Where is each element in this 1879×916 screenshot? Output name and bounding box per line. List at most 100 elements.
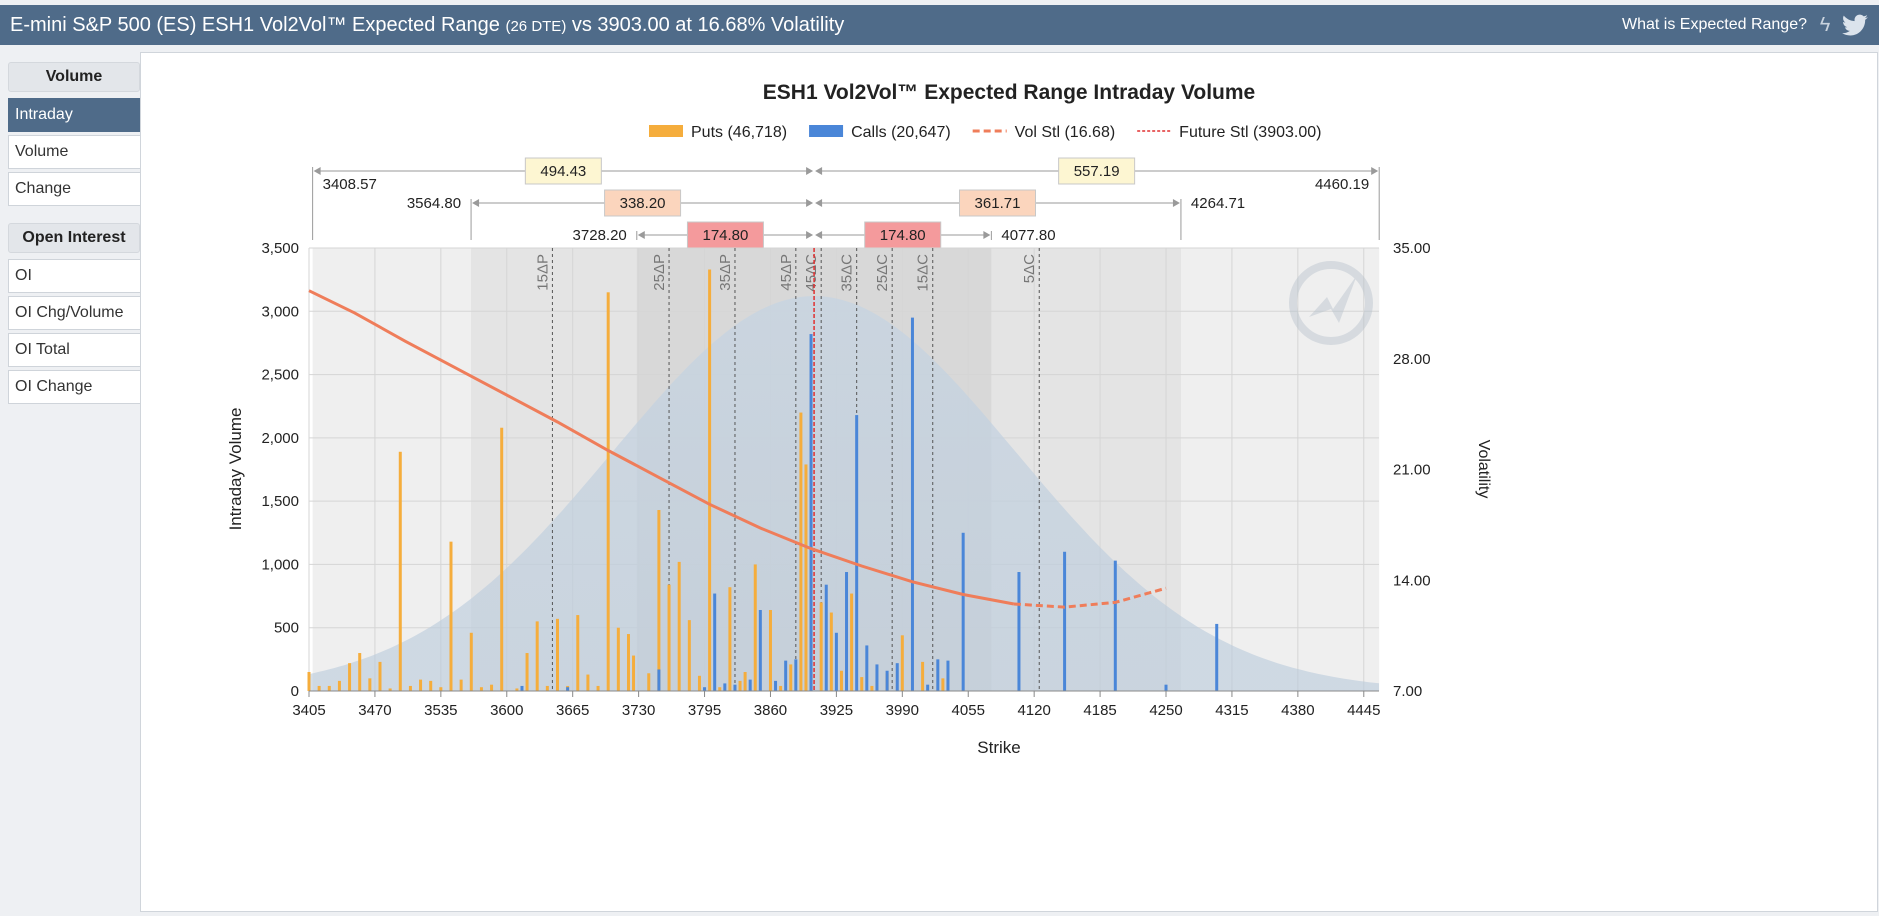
put-bar (921, 661, 925, 691)
call-bar (748, 679, 752, 691)
title-dte: (26 DTE) (505, 18, 567, 35)
expected-range-chart: ESH1 Vol2Vol™ Expected Range Intraday Vo… (226, 81, 1492, 757)
page-title: E-mini S&P 500 (ES) ESH1 Vol2Vol™ Expect… (10, 14, 844, 37)
delta-label: 15ΔP (534, 254, 551, 291)
x-tick-label: 3535 (424, 702, 457, 719)
call-bar (733, 684, 737, 691)
put-bar (718, 687, 722, 691)
watermark-bolt (1309, 275, 1357, 323)
range-lower-label: 3564.80 (407, 195, 461, 212)
call-bar (794, 659, 798, 691)
x-tick-label: 3665 (556, 702, 589, 719)
range-down-value: 494.43 (540, 163, 586, 180)
put-bar (515, 688, 519, 691)
probability-distribution-area (309, 296, 1379, 691)
range-down-value-box (524, 157, 602, 185)
put-bar (500, 427, 504, 691)
sidebar-item-change[interactable]: Change (8, 172, 140, 206)
arrowhead (806, 231, 814, 239)
put-bar (768, 609, 772, 691)
delta-label: 45ΔC (803, 254, 820, 292)
arrowhead (815, 199, 823, 207)
sidebar-item-intraday[interactable]: Intraday (8, 98, 140, 132)
sidebar-item-volume[interactable]: Volume (8, 135, 140, 169)
call-bar (875, 664, 879, 691)
call-bar (845, 572, 849, 691)
delta-label: 35ΔP (717, 254, 734, 291)
put-bar (799, 412, 803, 691)
sidebar: Volume Intraday Volume Change Open Inter… (8, 62, 140, 407)
chart-panel: ESH1 Vol2Vol™ Expected Range Intraday Vo… (140, 52, 1878, 912)
call-bar (657, 669, 661, 691)
put-bar (708, 269, 712, 691)
delta-label: 35ΔC (839, 254, 856, 292)
y-tick-label: 0 (291, 683, 299, 700)
call-bar (865, 645, 869, 691)
put-bar (439, 687, 443, 691)
range-lower-label: 3408.57 (323, 176, 377, 193)
x-tick-label: 3795 (688, 702, 721, 719)
put-bar (398, 451, 402, 691)
arrowhead (637, 231, 645, 239)
put-bar (753, 564, 757, 691)
twitter-icon[interactable] (1841, 14, 1869, 38)
put-bar (358, 653, 362, 691)
put-bar (535, 621, 539, 691)
put-bar (586, 674, 590, 691)
put-bar (525, 653, 529, 691)
put-bar (860, 677, 864, 691)
put-bar (738, 680, 742, 691)
plot-area: 15ΔP 25ΔP 35ΔP 45ΔP 45ΔC 35ΔC 25ΔC 15ΔC 5ΔC 3405 3… (261, 240, 1430, 719)
call-bar (758, 609, 762, 691)
open-interest-section-header: Open Interest (8, 223, 140, 253)
y2-tick-label: 21.00 (1393, 462, 1431, 479)
put-bar (545, 685, 549, 691)
range-down-value-box (686, 221, 764, 249)
range-down-value: 338.20 (620, 195, 666, 212)
put-bar (743, 672, 747, 691)
x-tick-label: 4445 (1347, 702, 1380, 719)
call-bar (936, 659, 940, 691)
call-bar (834, 632, 838, 691)
call-bar (566, 687, 570, 691)
arrowhead (815, 167, 823, 175)
put-bar (459, 679, 463, 691)
y-tick-label: 2,500 (261, 367, 299, 384)
put-bar (850, 593, 854, 691)
arrowhead (313, 167, 321, 175)
range-lower-label: 3728.20 (573, 227, 627, 244)
call-bar (1164, 684, 1168, 691)
arrowhead (1371, 167, 1379, 175)
arrowhead (815, 231, 823, 239)
put-bar (870, 685, 874, 691)
y2-tick-label: 14.00 (1393, 572, 1431, 589)
put-bar (449, 541, 453, 691)
call-bar (885, 670, 889, 691)
range-up-value: 557.19 (1074, 163, 1120, 180)
vol-settle-curve (308, 289, 1015, 606)
arrowhead (806, 167, 814, 175)
sidebar-item-oi-total[interactable]: OI Total (8, 333, 140, 367)
expected-range-help-link[interactable]: What is Expected Range? (1622, 16, 1807, 33)
range-up-value-box (959, 189, 1037, 217)
y2-tick-label: 28.00 (1393, 351, 1431, 368)
legend-swatch-puts (649, 125, 683, 137)
legend-label-future: Future Stl (3903.00) (1179, 124, 1321, 141)
put-bar (388, 688, 392, 691)
arrowhead (472, 199, 480, 207)
y-tick-label: 3,000 (261, 303, 299, 320)
lightning-icon[interactable]: ϟ (1819, 14, 1831, 36)
x-tick-label: 3405 (292, 702, 325, 719)
sidebar-item-oi[interactable]: OI (8, 259, 140, 293)
x-tick-label: 3470 (358, 702, 391, 719)
put-bar (576, 615, 580, 691)
call-bar (824, 584, 828, 691)
call-bar (1113, 560, 1117, 691)
x-tick-label: 4250 (1149, 702, 1182, 719)
sidebar-item-oi-change[interactable]: OI Change (8, 370, 140, 404)
x-tick-label: 4380 (1281, 702, 1314, 719)
sidebar-item-oi-chg-volume[interactable]: OI Chg/Volume (8, 296, 140, 330)
arrowhead (806, 199, 814, 207)
x-tick-label: 4185 (1083, 702, 1116, 719)
put-bar (829, 612, 833, 691)
